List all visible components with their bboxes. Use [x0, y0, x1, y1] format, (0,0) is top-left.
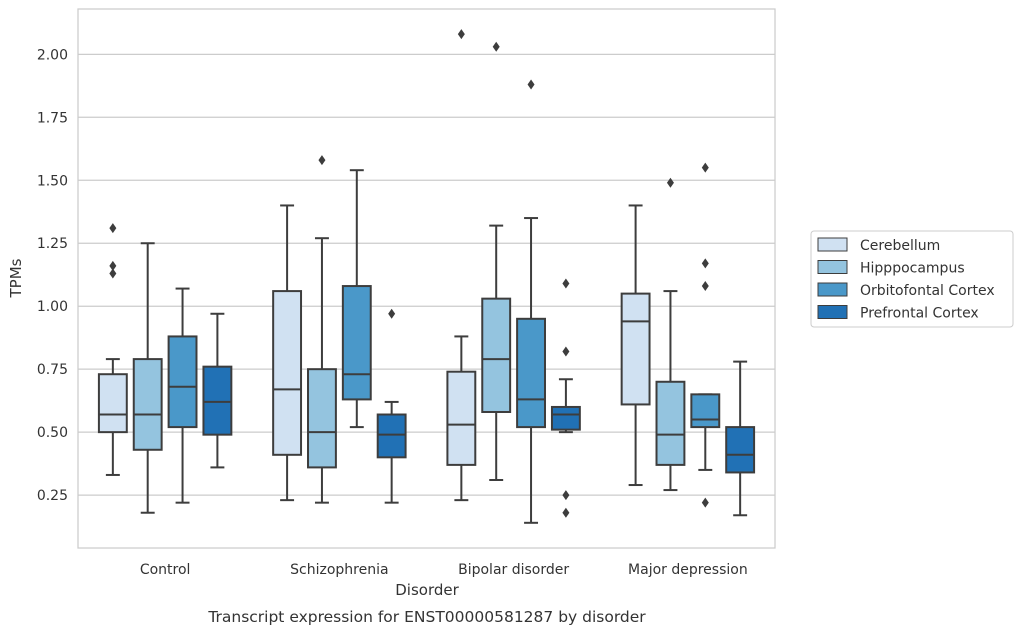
box-body	[655, 380, 686, 466]
legend: Cerebellum Hipppocampus Orbitofontal Corte…	[810, 230, 1014, 328]
outlier-point	[701, 497, 709, 508]
box-body	[97, 373, 128, 434]
box-1-3	[655, 177, 686, 492]
legend-swatch	[817, 305, 848, 319]
y-axis-label: TPMs	[7, 258, 25, 298]
chart-title: Transcript expression for ENST0000058128…	[207, 608, 646, 626]
y-tick-label: 1.50	[37, 173, 68, 189]
y-axis-ticks: 0.25 0.50 0.75 1.00 1.25 1.50 1.75 2.00	[37, 47, 68, 504]
box-3-2	[550, 278, 581, 518]
x-tick-label: Major depression	[628, 562, 748, 578]
box-body	[132, 358, 163, 451]
box-3-0	[202, 312, 233, 469]
box-0-2	[446, 29, 477, 502]
box-0-0	[97, 223, 128, 476]
outlier-point	[527, 79, 535, 90]
box-1-1	[307, 155, 337, 504]
legend-swatch	[817, 282, 848, 297]
outlier-point	[109, 223, 117, 234]
y-tick-label: 2.00	[37, 47, 68, 63]
legend-frame	[810, 230, 1014, 328]
box-2-3	[690, 162, 721, 508]
box-body	[550, 405, 581, 431]
outlier-point	[562, 278, 570, 289]
x-tick-label: Bipolar disorder	[458, 562, 569, 578]
box-body	[725, 426, 756, 474]
y-tick-label: 1.25	[37, 236, 68, 252]
box-body	[167, 335, 198, 429]
x-tick-label: Schizophrenia	[290, 562, 388, 578]
x-tick-label: Control	[140, 562, 191, 578]
plot-frame	[77, 8, 776, 549]
box-body	[516, 317, 546, 429]
box-0-3	[620, 204, 651, 487]
box-2-1	[341, 169, 372, 429]
legend-swatch	[817, 260, 848, 274]
outlier-point	[701, 281, 709, 292]
box-body	[620, 292, 651, 406]
outlier-point	[562, 346, 570, 357]
outlier-point	[457, 29, 465, 40]
legend-label: Prefrontal Cortex	[860, 306, 979, 322]
outlier-point	[109, 260, 117, 271]
outlier-point	[492, 41, 500, 52]
y-tick-label: 1.00	[37, 299, 68, 315]
box-groups	[97, 29, 756, 524]
box-body	[341, 285, 372, 401]
outlier-point	[562, 507, 570, 518]
box-body	[376, 413, 407, 459]
outlier-point	[666, 177, 674, 188]
outlier-point	[318, 155, 326, 166]
box-2-2	[516, 79, 546, 524]
outlier-point	[701, 162, 709, 173]
legend-label: Orbitofontal Cortex	[860, 283, 995, 299]
box-body	[690, 393, 721, 429]
x-axis-label: Disorder	[395, 581, 459, 599]
box-body	[446, 370, 477, 466]
legend-label: Cerebellum	[860, 238, 940, 254]
box-body	[307, 368, 337, 469]
y-tick-label: 0.25	[37, 488, 68, 504]
box-body	[272, 290, 303, 456]
box-body	[202, 365, 233, 436]
outlier-point	[562, 490, 570, 501]
y-tick-label: 0.50	[37, 425, 68, 441]
y-tick-label: 1.75	[37, 110, 68, 126]
box-1-2	[481, 41, 512, 481]
outlier-point	[701, 258, 709, 269]
legend-label: Hipppocampus	[860, 261, 965, 277]
y-tick-label: 0.75	[37, 362, 68, 378]
box-2-0	[167, 287, 198, 504]
legend-swatch	[817, 237, 848, 252]
box-3-3	[725, 360, 756, 517]
box-body	[481, 297, 512, 413]
x-axis-ticks: Control Schizophrenia Bipolar disorder Majo…	[140, 562, 748, 578]
box-0-1	[272, 204, 303, 502]
outlier-point	[109, 268, 117, 279]
outlier-point	[388, 308, 396, 319]
box-1-0	[132, 242, 163, 514]
box-3-1	[376, 308, 407, 504]
